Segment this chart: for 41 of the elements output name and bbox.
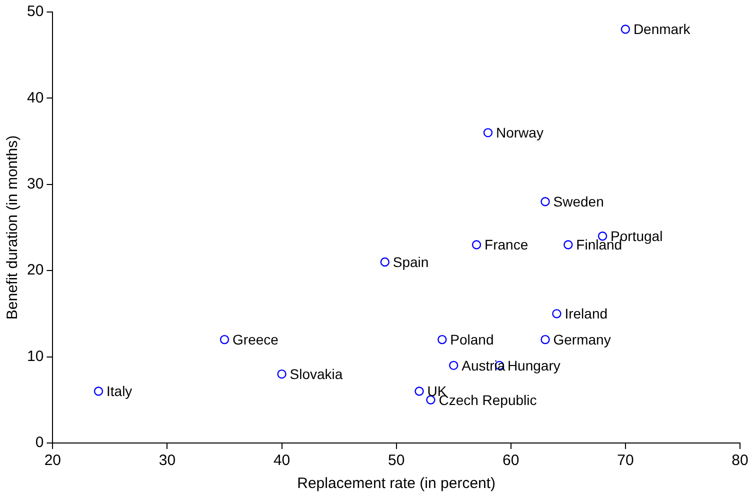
y-tick-label: 30	[26, 176, 44, 193]
annotation: Italy	[106, 383, 132, 400]
annotation: Spain	[392, 254, 429, 270]
y-tick-label: 0	[35, 434, 44, 452]
y-axis-title: Benefit duration (in months)	[4, 135, 22, 320]
x-tick-label: 50	[388, 452, 405, 470]
point	[620, 24, 630, 34]
annotation: Slovakia	[290, 366, 343, 382]
y-tick-label: 10	[26, 348, 44, 365]
point	[540, 197, 550, 206]
point	[564, 240, 573, 250]
point	[414, 386, 424, 396]
x-tick-label: 20	[44, 452, 62, 470]
annotation: Hungary	[507, 357, 560, 374]
y-tick-label: 40	[26, 89, 44, 106]
y-tick-label: 20	[26, 262, 44, 279]
annotation: Greece	[232, 331, 279, 348]
x-tick-label: 40	[273, 452, 290, 470]
point	[449, 360, 458, 370]
point	[552, 309, 562, 318]
point	[94, 386, 104, 396]
x-tick-label: 30	[158, 452, 176, 470]
point	[220, 334, 230, 344]
point	[277, 369, 286, 379]
x-tick-label: 70	[617, 452, 634, 470]
x-axis-title: Replacement rate (in percent)	[297, 475, 496, 492]
point	[438, 334, 447, 344]
point	[472, 240, 482, 250]
x-tick-label: 60	[502, 452, 520, 470]
annotation: Germany	[553, 331, 611, 348]
y-tick-label: 50	[26, 3, 44, 20]
annotation: Ireland	[564, 306, 608, 322]
point	[483, 128, 493, 138]
annotation: France	[484, 236, 528, 253]
annotation: Norway	[496, 124, 544, 141]
annotation: Denmark	[633, 21, 692, 38]
annotation: Poland	[450, 331, 494, 348]
point	[380, 257, 390, 267]
point	[540, 334, 550, 344]
annotation: Sweden	[553, 194, 604, 210]
x-tick-label: 80	[732, 452, 748, 470]
